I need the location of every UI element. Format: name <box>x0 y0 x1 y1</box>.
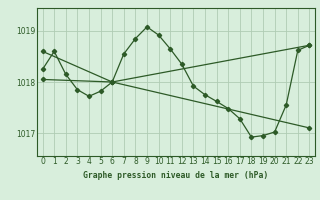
X-axis label: Graphe pression niveau de la mer (hPa): Graphe pression niveau de la mer (hPa) <box>84 171 268 180</box>
